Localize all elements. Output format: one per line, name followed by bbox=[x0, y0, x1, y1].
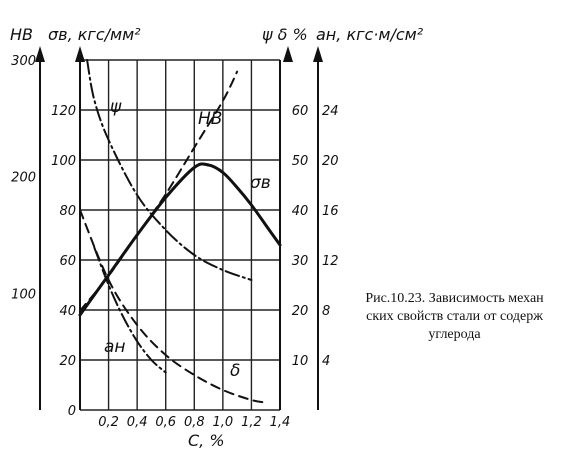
psi-curve bbox=[86, 59, 253, 281]
caption-line-2: ских свойств стали от содерж bbox=[366, 309, 543, 324]
psi-delta-tick-label: 20 bbox=[292, 304, 309, 319]
hb-curve bbox=[79, 70, 239, 312]
hb-tick-label: 100 bbox=[11, 287, 36, 302]
hb-tick-labels: 100 200 300 bbox=[11, 54, 36, 302]
caption-line-1: Рис.10.23. Зависимость механ bbox=[365, 291, 544, 306]
sigma-tick-label: 60 bbox=[59, 254, 76, 269]
x-tick-label: 0,8 bbox=[184, 415, 205, 430]
sigma-tick-labels: 0 20 40 60 80 100 120 bbox=[51, 104, 76, 419]
hb-axis-title: HB bbox=[10, 25, 33, 44]
sigma-tick-label: 20 bbox=[59, 354, 76, 369]
data-curves bbox=[78, 59, 282, 404]
an-curve-label: aн bbox=[104, 337, 126, 357]
psi-delta-tick-label: 50 bbox=[292, 154, 309, 169]
psi-delta-tick-labels: 10 20 30 40 50 60 bbox=[292, 104, 309, 369]
psi-delta-tick-label: 60 bbox=[292, 104, 309, 119]
an-curve bbox=[93, 246, 167, 374]
hb-axis-arrow-icon bbox=[35, 46, 45, 62]
an-axis-title: aн, кгс·м/см² bbox=[316, 25, 424, 44]
sigma-axis-title: σв, кгс/мм² bbox=[48, 25, 141, 44]
sigma-axis-arrow-icon bbox=[75, 46, 85, 62]
an-tick-labels: 4 8 12 16 20 24 bbox=[322, 104, 339, 369]
an-tick-label: 20 bbox=[322, 154, 339, 169]
an-axis-arrow-icon bbox=[313, 46, 323, 62]
horizontal-grid bbox=[80, 59, 280, 411]
psi-curve-label: ψ bbox=[110, 97, 122, 117]
an-tick-label: 12 bbox=[322, 254, 339, 269]
x-tick-label: 1,0 bbox=[213, 415, 234, 430]
sigma-tick-label: 0 bbox=[68, 404, 76, 419]
x-tick-label: 1,4 bbox=[270, 415, 291, 430]
hb-tick-label: 200 bbox=[11, 171, 36, 186]
figure-caption: Рис.10.23. Зависимость механ ских свойст… bbox=[340, 290, 569, 344]
psi-delta-axis-title: ψ δ % bbox=[262, 25, 308, 44]
delta-curve-label: δ bbox=[230, 361, 240, 381]
an-tick-label: 16 bbox=[322, 204, 339, 219]
x-tick-label: 0,2 bbox=[98, 415, 119, 430]
hb-curve-label: HB bbox=[198, 109, 222, 129]
an-tick-label: 4 bbox=[322, 354, 330, 369]
sigma-tick-label: 40 bbox=[59, 304, 76, 319]
x-tick-label: 0,4 bbox=[127, 415, 148, 430]
x-tick-label: 0,6 bbox=[155, 415, 176, 430]
psi-delta-tick-label: 10 bbox=[292, 354, 309, 369]
x-axis-title: C, % bbox=[188, 431, 225, 450]
sigma-curve-label: σв bbox=[250, 173, 271, 193]
sigma-tick-label: 100 bbox=[51, 154, 76, 169]
sigma-tick-label: 120 bbox=[51, 104, 76, 119]
psi-delta-tick-label: 30 bbox=[292, 254, 309, 269]
x-tick-label: 1,2 bbox=[241, 415, 262, 430]
sigma-tick-label: 80 bbox=[59, 204, 76, 219]
hb-tick-label: 300 bbox=[11, 54, 36, 69]
psi-delta-tick-label: 40 bbox=[292, 204, 309, 219]
psi-delta-axis-arrow-icon bbox=[283, 46, 293, 62]
delta-curve bbox=[79, 209, 267, 404]
x-tick-labels: 0,2 0,4 0,6 0,8 1,0 1,2 1,4 bbox=[98, 415, 290, 430]
caption-line-3: углерода bbox=[428, 327, 481, 342]
an-tick-label: 8 bbox=[322, 304, 330, 319]
an-tick-label: 24 bbox=[322, 104, 339, 119]
